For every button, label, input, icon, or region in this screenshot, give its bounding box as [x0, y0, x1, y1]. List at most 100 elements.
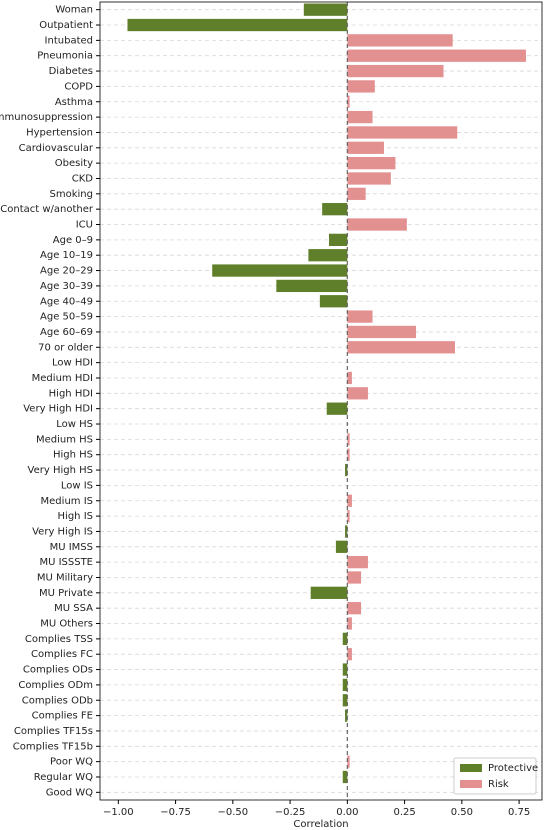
bar	[347, 617, 352, 630]
x-tick-label: 0.75	[508, 807, 530, 818]
y-tick-label: Intubated	[45, 35, 93, 46]
bar	[342, 632, 348, 646]
y-tick-label: Outpatient	[39, 20, 93, 31]
y-tick-label: 70 or older	[38, 342, 94, 353]
bar	[347, 494, 352, 507]
bar	[347, 141, 384, 154]
y-tick-label: Age 40–49	[40, 296, 93, 307]
y-tick-label: MU IMSS	[50, 542, 93, 553]
x-tick-label: 0.00	[336, 807, 358, 818]
bar	[310, 586, 348, 599]
bar	[347, 387, 368, 400]
y-tick-label: Immunosuppression	[0, 112, 93, 123]
y-tick-label: Age 50–59	[40, 312, 93, 323]
y-tick-label: Complies ODs	[23, 665, 93, 676]
bar	[347, 34, 453, 47]
bar	[347, 571, 362, 584]
bar	[347, 755, 350, 768]
bar	[347, 555, 368, 569]
bar	[212, 264, 348, 277]
y-tick-label: Medium HS	[36, 434, 93, 445]
bar	[335, 540, 348, 553]
x-tick-label: 0.25	[393, 807, 415, 818]
bar	[347, 156, 396, 170]
legend-label: Protective	[488, 763, 538, 774]
bar	[329, 233, 348, 247]
y-tick-label: High IS	[58, 511, 93, 522]
y-tick-label: Complies ODb	[22, 695, 93, 706]
x-axis-label: Correlation	[293, 819, 348, 830]
legend-swatch	[460, 780, 482, 788]
bar	[308, 249, 348, 262]
y-tick-label: MU SSA	[54, 603, 93, 614]
bar	[347, 325, 417, 339]
plot-frame	[99, 1, 543, 801]
y-tick-label: Very High IS	[32, 526, 93, 537]
y-tick-label: MU Others	[40, 619, 93, 630]
y-tick-label: Complies TF15s	[14, 726, 93, 737]
y-tick-label: Low IS	[61, 480, 93, 491]
y-tick-label: Cardiovascular	[19, 143, 94, 154]
bar	[347, 172, 391, 185]
bar	[347, 49, 526, 62]
y-tick-label: Low HS	[56, 419, 93, 430]
bar	[342, 770, 348, 784]
x-tick-label: −0.75	[160, 807, 191, 818]
y-tick-label: Pneumonia	[37, 51, 93, 62]
bar	[347, 95, 350, 108]
bar	[347, 187, 366, 200]
bar	[322, 203, 348, 216]
y-tick-label: Age 30–39	[40, 281, 93, 292]
y-tick-label: MU Private	[39, 588, 93, 599]
bar	[303, 3, 348, 16]
y-tick-label: Complies TSS	[25, 634, 93, 645]
y-tick-label: Age 60–69	[40, 327, 93, 338]
y-tick-label: Poor WQ	[50, 757, 93, 768]
y-tick-label: High HS	[53, 450, 93, 461]
bar	[347, 433, 350, 446]
y-tick-label: Hypertension	[26, 127, 93, 138]
bar	[342, 663, 348, 676]
y-tick-label: Smoking	[50, 189, 93, 200]
bar	[345, 525, 348, 538]
y-tick-label: Obesity	[55, 158, 93, 169]
y-tick-label: MU Military	[37, 572, 93, 583]
y-tick-label: Medium HDI	[32, 373, 93, 384]
y-tick-label: Contact w/another	[0, 204, 94, 215]
bar	[347, 80, 375, 93]
y-tick-label: ICU	[76, 220, 93, 231]
y-tick-label: Diabetes	[49, 66, 93, 77]
y-tick-label: Complies TF15b	[13, 741, 93, 752]
y-tick-label: Asthma	[55, 97, 93, 108]
bar	[276, 279, 348, 293]
bar	[347, 448, 350, 461]
y-tick-label: Regular WQ	[34, 772, 93, 783]
bar	[347, 648, 352, 661]
bar	[347, 310, 373, 323]
bar	[347, 110, 373, 124]
y-tick-label: Complies ODm	[18, 680, 93, 691]
y-tick-label: Age 0–9	[53, 235, 93, 246]
y-tick-label: Woman	[55, 5, 93, 16]
bar	[347, 126, 458, 139]
bar	[347, 341, 455, 354]
bar	[319, 295, 348, 308]
bar	[347, 371, 352, 385]
y-tick-label: Medium IS	[41, 496, 93, 507]
bar	[347, 218, 407, 231]
y-tick-label: COPD	[64, 81, 93, 92]
bar	[342, 694, 348, 707]
x-tick-label: −0.25	[275, 807, 306, 818]
y-tick-label: High HDI	[49, 388, 93, 399]
bar	[347, 509, 350, 523]
bar	[326, 402, 348, 415]
y-tick-label: Good WQ	[46, 787, 93, 798]
y-tick-label: Age 10–19	[40, 250, 93, 261]
y-tick-label: Very High HDI	[23, 404, 93, 415]
bar	[345, 463, 348, 477]
bar	[345, 709, 348, 722]
y-tick-label: MU ISSSTE	[39, 557, 93, 568]
bar	[347, 64, 444, 78]
bar	[347, 602, 362, 615]
